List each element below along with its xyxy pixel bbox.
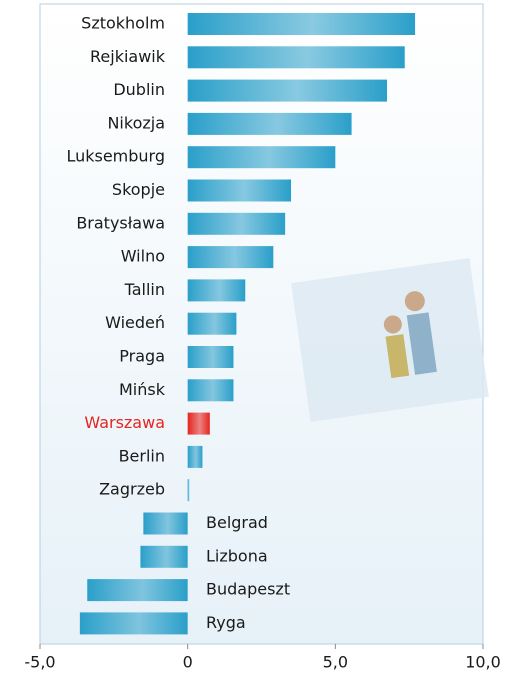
bar [143,512,188,535]
bar [140,545,188,568]
x-tick-label: -5,0 [24,653,55,672]
category-label: Rejkiawik [90,47,166,66]
x-tick-label: 5,0 [323,653,348,672]
bar [187,46,405,69]
category-label: Berlin [119,446,165,465]
bar [187,346,234,368]
category-label: Bratysława [76,213,165,232]
bar [187,146,336,169]
category-label: Sztokholm [81,14,165,33]
category-label: Ryga [206,613,246,632]
category-label: Belgrad [206,513,268,532]
category-label: Zagrzeb [99,480,165,499]
bar [79,612,188,635]
bar [187,212,286,235]
photo [291,258,489,422]
bar [187,112,352,135]
bar [187,13,416,35]
category-label: Lizbona [206,546,268,565]
category-label: Wilno [121,247,165,266]
category-label: Skopje [112,180,165,199]
bar [187,412,210,435]
category-label: Budapeszt [206,580,290,599]
bar [187,79,388,102]
category-label: Tallin [124,280,165,299]
x-tick-label: 0 [183,653,193,672]
category-label: Nikozja [107,113,165,132]
category-label: Warszawa [84,413,165,432]
category-label: Dublin [113,80,165,99]
category-label: Praga [119,347,165,366]
bar [187,179,292,202]
bar [87,579,188,602]
bar [187,246,274,269]
bar [187,379,234,402]
category-label: Luksemburg [66,147,165,166]
category-label: Mińsk [119,380,166,399]
bar [187,445,203,468]
bar [187,479,190,502]
x-tick-label: 10,0 [465,653,501,672]
category-label: Wiedeń [105,313,165,332]
bar [187,312,237,335]
bar [187,279,246,302]
